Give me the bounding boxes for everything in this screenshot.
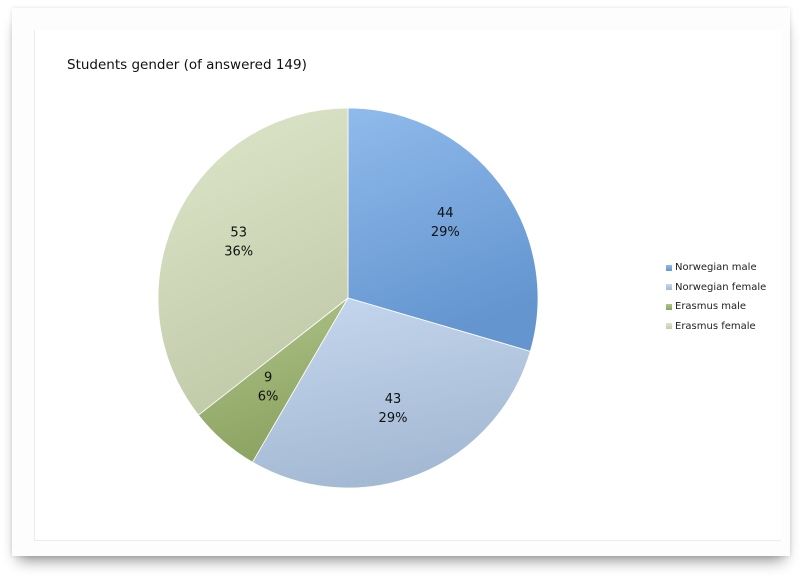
chart-legend: Norwegian male Norwegian female Erasmus ma…: [666, 258, 766, 336]
legend-swatch: [666, 264, 672, 271]
legend-swatch: [666, 284, 672, 291]
pie-slice-erasmus-female: [157, 107, 349, 416]
legend-swatch: [666, 303, 672, 310]
data-label-value: 9: [264, 371, 272, 386]
legend-item-norwegian-female: Norwegian female: [666, 278, 766, 298]
pie-slice-norwegian-male: [347, 107, 539, 352]
legend-item-erasmus-male: Erasmus male: [666, 297, 766, 317]
data-label-percent: 29%: [431, 225, 460, 240]
data-label-percent: 36%: [224, 245, 253, 260]
legend-item-erasmus-female: Erasmus female: [666, 317, 766, 337]
data-label-value: 44: [437, 206, 454, 221]
legend-label: Erasmus male: [675, 301, 747, 313]
data-label-value: 53: [230, 226, 247, 241]
data-label-norwegian-male: 44 29%: [431, 206, 460, 240]
data-label-erasmus-female: 53 36%: [224, 226, 253, 260]
chart-title: Students gender (of answered 149): [67, 57, 307, 73]
legend-label: Erasmus female: [675, 320, 756, 332]
pie-slice-norwegian-female: [251, 297, 531, 489]
data-label-percent: 6%: [258, 390, 279, 405]
legend-label: Norwegian male: [675, 262, 757, 274]
legend-item-norwegian-male: Norwegian male: [666, 258, 766, 278]
data-label-norwegian-female: 43 29%: [379, 392, 408, 426]
legend-swatch: [666, 323, 672, 330]
legend-label: Norwegian female: [675, 281, 767, 293]
data-label-erasmus-male: 9 6%: [258, 371, 279, 405]
data-label-percent: 29%: [379, 411, 408, 426]
data-label-value: 43: [385, 392, 402, 407]
